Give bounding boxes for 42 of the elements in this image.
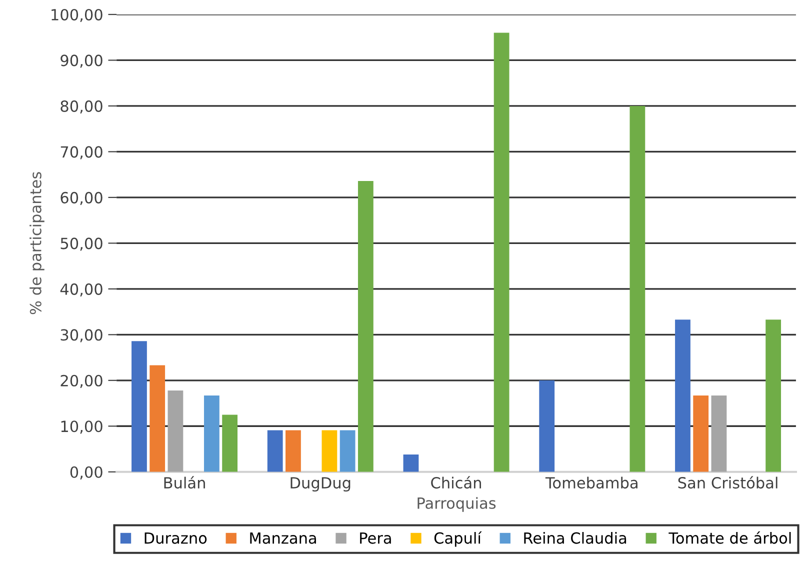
bar	[267, 430, 283, 472]
y-tick-label: 60,00	[60, 192, 102, 206]
x-tick-label: Chicán	[431, 476, 481, 489]
legend-label: Reina Claudia	[524, 532, 626, 544]
y-tick-label: 10,00	[61, 420, 102, 434]
legend-label: Pera	[360, 532, 391, 544]
bar	[150, 365, 166, 472]
bar	[358, 180, 374, 472]
bar	[204, 396, 220, 472]
bar	[630, 106, 646, 472]
legend-label: Capulí	[434, 531, 482, 547]
bar	[494, 32, 510, 472]
bar	[711, 396, 727, 472]
bar	[222, 414, 238, 472]
bar	[675, 320, 690, 472]
y-tick-label: 50,00	[60, 238, 102, 251]
legend-label: Manzana	[250, 532, 316, 544]
y-tick-label: 20,00	[60, 374, 102, 388]
x-axis-title: Parroquias	[418, 497, 496, 512]
bar	[539, 380, 555, 472]
bar	[766, 320, 782, 472]
y-tick-label: 0,00	[70, 466, 102, 480]
y-tick-label: 80,00	[60, 100, 102, 114]
bar	[168, 390, 184, 472]
y-tick-label: 40,00	[60, 283, 102, 296]
x-tick-label: San Cristóbal	[678, 476, 778, 489]
bar	[286, 430, 301, 472]
y-tick-label: 90,00	[60, 54, 102, 68]
bar	[322, 430, 338, 472]
bar	[340, 430, 356, 472]
y-tick-label: 70,00	[60, 146, 102, 160]
y-tick-label: 30,00	[60, 329, 102, 342]
x-tick-label: Tomebamba	[545, 476, 638, 489]
bar	[693, 396, 709, 472]
legend-label: Tomate de árbol	[668, 531, 791, 544]
y-tick-label: 100,00	[52, 8, 102, 22]
legend-label: Durazno	[144, 532, 207, 544]
y-axis-title: % de participantes	[30, 172, 44, 314]
bar	[403, 454, 419, 472]
x-tick-label: DugDug	[290, 477, 350, 492]
x-tick-label: Bulán	[164, 476, 205, 489]
bar	[132, 341, 147, 472]
